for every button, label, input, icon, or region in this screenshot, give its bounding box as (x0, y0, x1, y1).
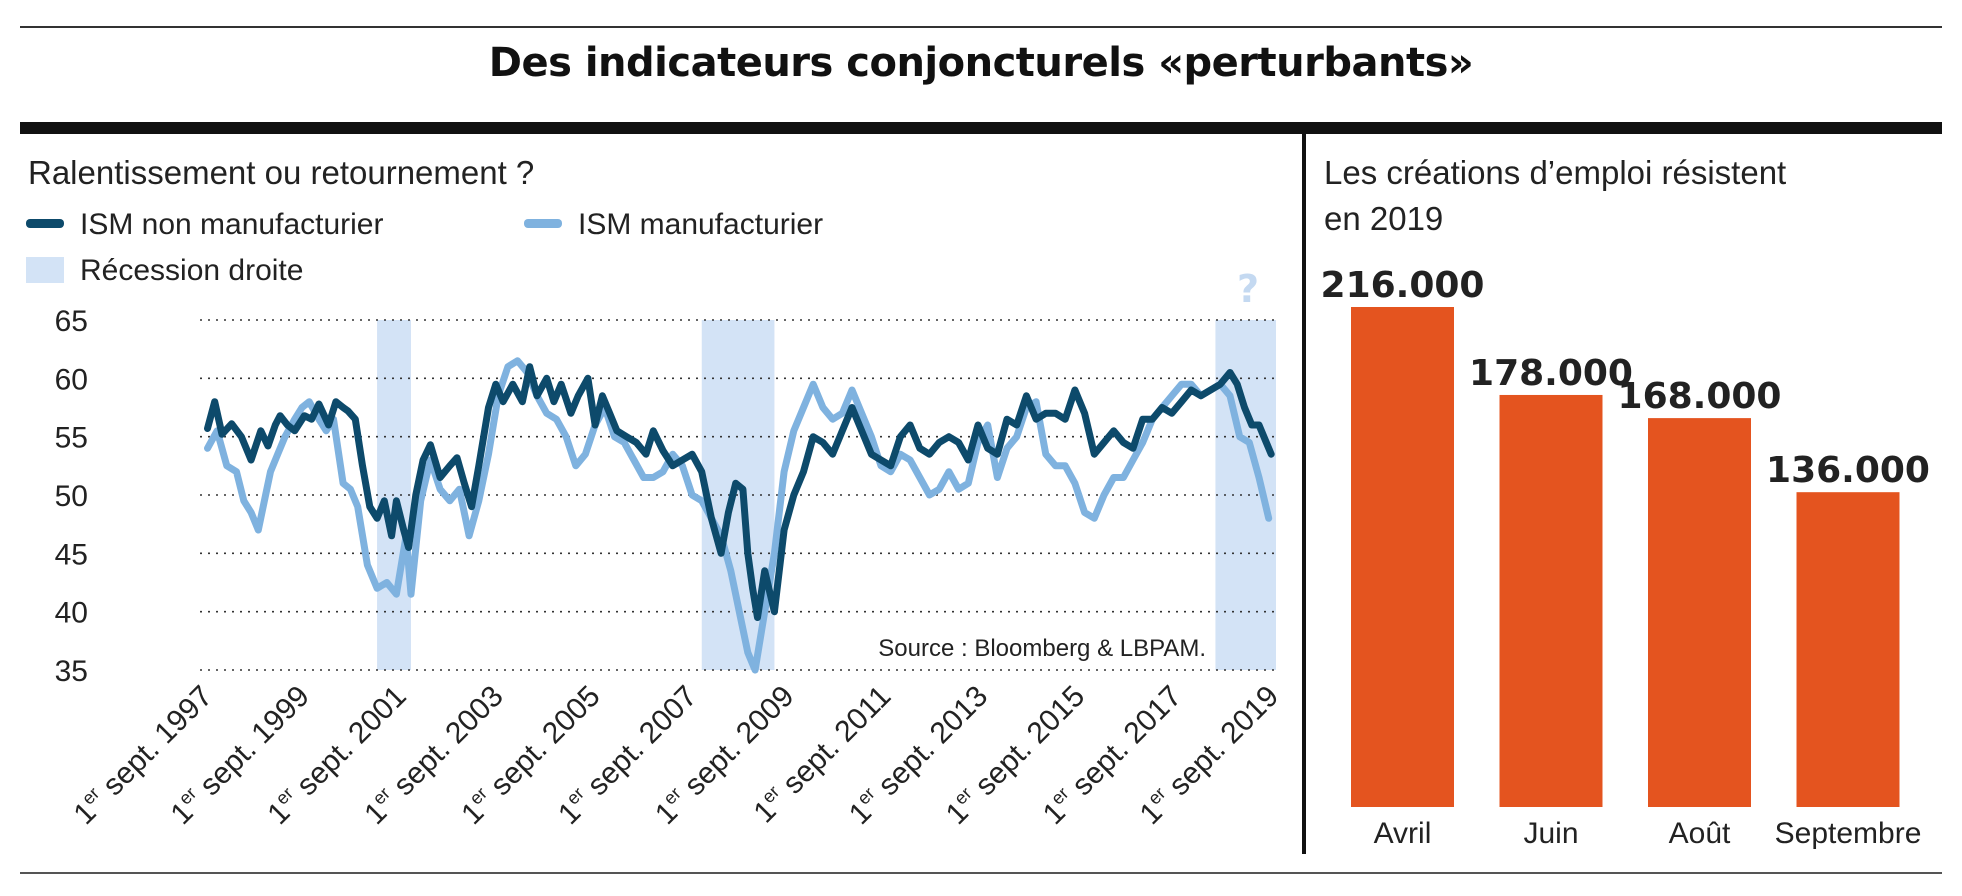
recession-band (377, 320, 411, 670)
legend-label-non-manufacturier: ISM non manufacturier (80, 208, 383, 241)
x-tick: 1er sept. 1997 (66, 678, 219, 831)
title-underline (20, 122, 1942, 134)
x-tick-label: 1er sept. 1997 (66, 678, 219, 831)
bar-category-label: Septembre (1775, 817, 1922, 850)
bar-chart-title-line-2: en 2019 (1324, 200, 1443, 237)
recession-bands (377, 320, 1276, 670)
bar-value-label: 216.000 (1321, 265, 1485, 306)
bar-chart-title: Les créations d’emploi résistent en 2019 (1324, 154, 1795, 237)
y-tick-label: 35 (55, 655, 88, 688)
y-tick-label: 65 (55, 305, 88, 338)
legend-swatch-recession (26, 257, 64, 283)
y-tick-label: 55 (55, 422, 88, 455)
y-axis: 35 40 45 50 55 60 65 (55, 305, 88, 688)
bar-category-label: Juin (1523, 817, 1578, 850)
bar-series: 216.000 Avril 178.000 Juin 168.000 Août 136.00… (1321, 265, 1930, 850)
y-tick-label: 45 (55, 538, 88, 571)
y-tick-label: 50 (55, 480, 88, 513)
bar-category-label: Avril (1374, 817, 1432, 850)
bar-value-label: 178.000 (1469, 353, 1633, 394)
panel-divider (1302, 134, 1306, 854)
legend-label-recession: Récession droite (80, 254, 303, 287)
legend-swatch-non-manufacturier (26, 219, 64, 228)
legend: ISM non manufacturier ISM manufacturier … (26, 208, 823, 287)
bar-chart-title-line-1: Les créations d’emploi résistent (1324, 154, 1786, 191)
top-rule (20, 26, 1942, 28)
bar (1499, 394, 1603, 807)
bar (1796, 492, 1900, 807)
bottom-rule (20, 872, 1942, 874)
source-note: Source : Bloomberg & LBPAM. (878, 635, 1206, 662)
bar-value-label: 136.000 (1766, 450, 1930, 491)
bar (1351, 307, 1454, 807)
main-title: Des indicateurs conjoncturels «perturban… (488, 40, 1474, 86)
y-tick-label: 60 (55, 363, 88, 396)
recession-question-mark: ? (1237, 267, 1259, 311)
line-chart-title: Ralentissement ou retournement ? (28, 154, 534, 191)
bar-value-label: 168.000 (1618, 376, 1782, 417)
bar-category-label: Août (1669, 817, 1731, 850)
series-ism-non-manufacturier (204, 363, 1275, 621)
y-tick-label: 40 (55, 597, 88, 630)
line-series (204, 357, 1275, 674)
bar (1648, 418, 1751, 807)
legend-label-manufacturier: ISM manufacturier (578, 208, 823, 241)
legend-swatch-manufacturier (524, 219, 562, 228)
